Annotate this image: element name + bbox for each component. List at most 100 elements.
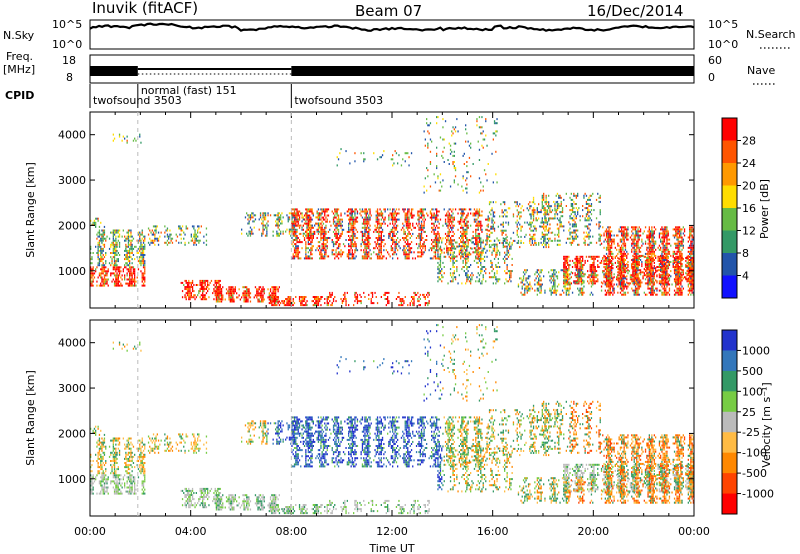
power-cell	[456, 268, 458, 271]
power-cell	[103, 268, 106, 271]
power-cell	[288, 232, 291, 235]
power-cell	[392, 237, 394, 239]
power-cell	[397, 218, 399, 221]
power-cell	[349, 257, 351, 260]
power-cell	[378, 257, 380, 260]
power-cell	[383, 220, 385, 223]
power-cell	[341, 218, 343, 221]
power-cell	[447, 210, 449, 213]
power-cell	[301, 300, 303, 303]
power-cell	[434, 249, 437, 252]
power-cell	[370, 302, 372, 305]
power-cell	[521, 225, 523, 228]
power-cell	[205, 239, 208, 242]
power-cell	[368, 293, 370, 296]
power-cell	[335, 300, 337, 303]
power-cell	[339, 237, 341, 239]
power-cell	[375, 243, 377, 246]
power-cell	[604, 268, 606, 271]
power-cell	[302, 298, 304, 300]
power-cell	[405, 216, 408, 219]
power-cell	[405, 237, 408, 239]
power-cell	[672, 261, 674, 264]
power-cell	[526, 221, 528, 224]
power-cell	[230, 290, 233, 293]
power-cell	[502, 223, 504, 226]
power-cell	[376, 214, 379, 217]
power-cell	[370, 253, 372, 256]
power-cell	[408, 226, 410, 229]
power-cell	[154, 243, 156, 246]
power-cell	[350, 218, 352, 221]
power-cell	[350, 253, 352, 256]
power-cell	[451, 214, 453, 217]
power-cell	[490, 246, 492, 249]
power-cell	[439, 218, 442, 221]
power-cell	[460, 255, 462, 258]
power-cell	[577, 243, 579, 246]
power-cell	[91, 256, 93, 259]
power-cell	[340, 232, 342, 235]
power-cell	[565, 241, 567, 244]
power-cell	[448, 228, 450, 231]
power-cell	[112, 241, 114, 244]
power-cell	[577, 261, 579, 264]
power-cell	[325, 230, 327, 233]
power-cell	[550, 217, 552, 220]
power-cell	[502, 211, 504, 214]
power-cell	[102, 262, 104, 265]
power-cell	[436, 239, 438, 241]
power-cell	[351, 251, 353, 254]
power-cell	[325, 220, 327, 223]
power-cell	[92, 272, 94, 275]
power-cell	[233, 298, 235, 301]
power-cell	[229, 296, 231, 299]
power-cell	[558, 219, 560, 222]
power-cell	[337, 214, 340, 217]
power-cell	[247, 218, 249, 221]
power-cell	[117, 284, 119, 287]
power-cell	[309, 224, 311, 227]
power-cell	[101, 272, 103, 275]
power-cell	[315, 300, 317, 303]
power-cell	[409, 247, 411, 250]
power-cell	[337, 232, 340, 235]
power-cell	[413, 304, 415, 307]
power-cell	[653, 272, 655, 275]
power-cell	[633, 257, 635, 260]
power-cell	[422, 214, 424, 217]
power-cell	[492, 219, 494, 222]
power-cell	[354, 218, 356, 221]
power-cell	[392, 239, 394, 241]
power-cell	[364, 241, 366, 244]
power-cell	[189, 298, 191, 301]
power-cell	[658, 280, 661, 283]
power-cell	[556, 200, 559, 203]
power-cell	[403, 251, 405, 254]
power-cell	[667, 280, 669, 283]
power-cell	[393, 218, 395, 221]
power-cell	[466, 226, 468, 229]
power-cell	[574, 229, 576, 232]
power-cell	[529, 237, 531, 240]
power-cell	[368, 208, 370, 211]
power-cell	[478, 241, 481, 244]
power-cell	[402, 300, 404, 303]
power-cell	[487, 237, 489, 240]
power-cell	[124, 278, 126, 281]
power-cell	[378, 222, 380, 225]
power-cell	[348, 235, 350, 237]
power-cell	[541, 231, 543, 234]
power-cell	[365, 210, 367, 213]
power-cell	[91, 274, 93, 277]
power-cell	[418, 232, 420, 235]
power-cell	[662, 282, 664, 285]
power-cell	[448, 216, 450, 219]
power-cell	[431, 257, 433, 260]
power-cell	[588, 217, 590, 220]
power-cell	[116, 278, 118, 281]
power-cell	[118, 245, 121, 248]
power-cell	[105, 270, 107, 273]
power-cell	[551, 239, 554, 242]
power-cell	[259, 216, 262, 219]
